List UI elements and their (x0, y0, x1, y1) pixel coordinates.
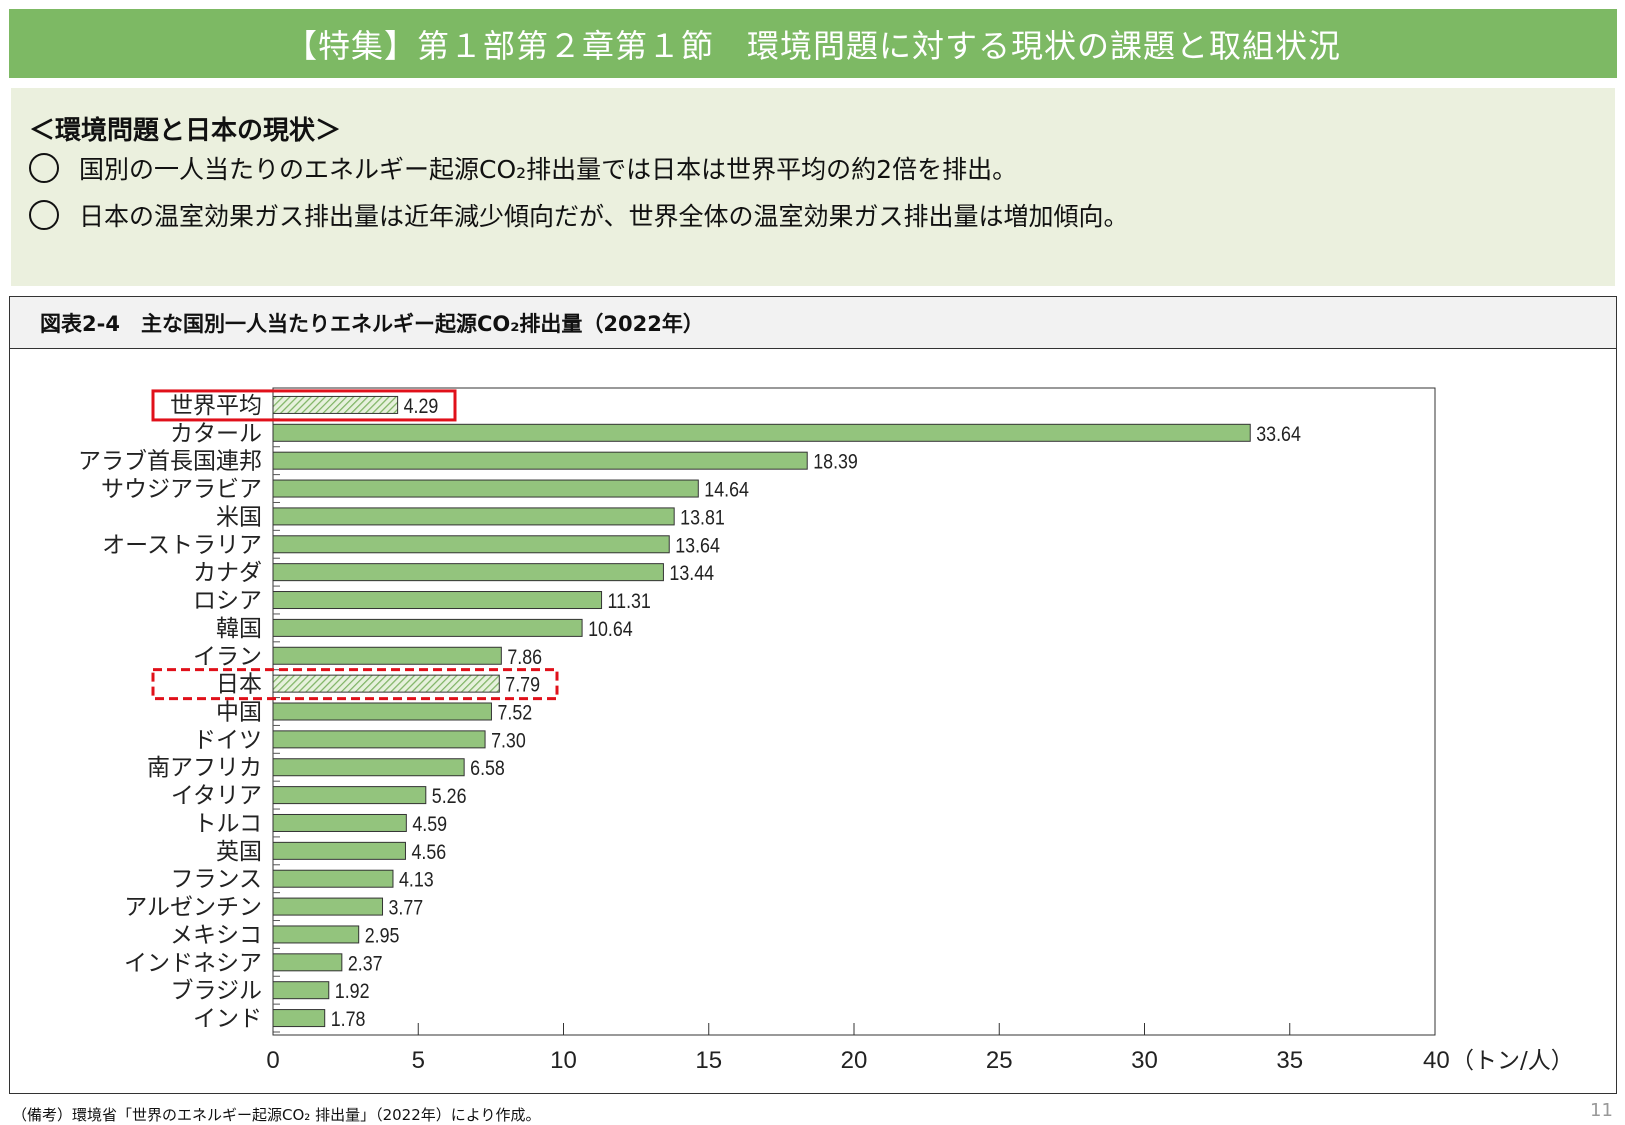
bar-カタール (272, 423, 1251, 442)
category-label: ブラジル (170, 978, 262, 1004)
bar-ブラジル (272, 981, 330, 1000)
highlight-dashed-box (151, 668, 559, 701)
circle-bullet-icon (29, 153, 59, 183)
value-label: 18.39 (813, 450, 858, 474)
value-label: 13.44 (669, 562, 714, 586)
value-label: 4.29 (404, 395, 439, 419)
category-label: 米国 (216, 504, 262, 530)
value-label: 14.64 (704, 478, 749, 502)
category-label: ドイツ (193, 727, 262, 753)
x-tick-label: 30 (1131, 1047, 1158, 1074)
circle-bullet-icon (29, 200, 59, 230)
value-label: 7.52 (497, 701, 532, 725)
summary-bullet: 日本の温室効果ガス排出量は近年減少傾向だが、世界全体の温室効果ガス排出量は増加傾… (29, 197, 1129, 233)
x-tick-label: 5 (412, 1047, 425, 1074)
value-label: 4.56 (411, 841, 446, 865)
chart-box: 図表2-4 主な国別一人当たりエネルギー起源CO₂排出量（2022年） (9, 296, 1617, 1094)
x-tick-label: 40 (1423, 1047, 1450, 1074)
bar-フランス (272, 869, 394, 888)
bar-インドネシア (272, 953, 343, 972)
page-header: 【特集】第１部第２章第１節 環境問題に対する現状の課題と取組状況 (9, 9, 1617, 78)
value-label: 13.64 (675, 534, 720, 558)
category-label: イラン (193, 644, 262, 670)
value-label: 7.86 (507, 645, 542, 669)
bar-日本 (272, 674, 500, 693)
value-label: 2.95 (365, 924, 400, 948)
category-label: イタリア (171, 783, 262, 809)
bar-イタリア (272, 786, 427, 805)
page-number: 11 (1590, 1100, 1613, 1121)
x-tick-label: 0 (266, 1047, 279, 1074)
value-label: 5.26 (432, 785, 467, 809)
value-label: 13.81 (680, 506, 725, 530)
bar-中国 (272, 702, 492, 721)
category-label: 韓国 (216, 616, 262, 642)
x-tick-label: 15 (695, 1047, 722, 1074)
value-label: 3.77 (389, 896, 424, 920)
value-label: 4.59 (412, 813, 447, 837)
bar-ロシア (272, 591, 603, 610)
category-label: カナダ (193, 560, 262, 586)
x-tick-label: 10 (550, 1047, 577, 1074)
bar-オーストラリア (272, 535, 670, 554)
bar-アラブ首長国連邦 (272, 451, 808, 470)
bullet-text: 国別の一人当たりのエネルギー起源CO₂排出量では日本は世界平均の約2倍を排出。 (79, 155, 1018, 184)
bar-ドイツ (272, 730, 486, 749)
bar-韓国 (272, 618, 583, 637)
value-label: 4.13 (399, 868, 434, 892)
x-tick-label: 20 (841, 1047, 868, 1074)
bullet-text: 日本の温室効果ガス排出量は近年減少傾向だが、世界全体の温室効果ガス排出量は増加傾… (79, 202, 1129, 231)
bar-カナダ (272, 563, 664, 582)
value-label: 2.37 (348, 952, 383, 976)
bar-メキシコ (272, 925, 360, 944)
summary-heading: ＜環境問題と日本の現状＞ (29, 116, 342, 146)
category-label: 英国 (216, 839, 262, 865)
category-label: 南アフリカ (147, 755, 262, 781)
category-label: オーストラリア (102, 532, 262, 558)
category-label: インドネシア (124, 950, 262, 976)
x-axis-unit: （トン/人） (1451, 1048, 1574, 1074)
category-label: フランス (170, 867, 262, 893)
category-label: 世界平均 (170, 393, 262, 419)
category-label: サウジアラビア (101, 477, 262, 503)
value-label: 1.78 (331, 1008, 366, 1032)
value-label: 6.58 (470, 757, 505, 781)
bar-南アフリカ (272, 758, 465, 777)
chart-title: 図表2-4 主な国別一人当たりエネルギー起源CO₂排出量（2022年） (10, 297, 1616, 349)
category-label: 中国 (216, 700, 262, 726)
category-label: 日本 (216, 672, 262, 698)
highlight-box (151, 389, 457, 422)
summary-panel: ＜環境問題と日本の現状＞ 国別の一人当たりのエネルギー起源CO₂排出量では日本は… (11, 88, 1615, 286)
bar-イラン (272, 646, 502, 665)
value-label: 7.79 (505, 673, 540, 697)
value-label: 10.64 (588, 618, 633, 642)
category-label: アラブ首長国連邦 (78, 449, 262, 475)
bar-インド (272, 1009, 326, 1028)
bar-英国 (272, 841, 406, 860)
category-label: インド (193, 1006, 262, 1032)
bar-アルゼンチン (272, 897, 384, 916)
category-label: アルゼンチン (124, 895, 262, 921)
bar-世界平均 (272, 395, 399, 414)
bar-トルコ (272, 813, 407, 832)
value-label: 11.31 (608, 590, 651, 614)
category-label: メキシコ (170, 922, 262, 948)
value-label: 1.92 (335, 980, 370, 1004)
value-label: 33.64 (1256, 422, 1301, 446)
x-tick-label: 35 (1276, 1047, 1303, 1074)
bar-サウジアラビア (272, 479, 699, 498)
category-label: トルコ (193, 811, 262, 837)
bar-米国 (272, 507, 675, 526)
x-tick-label: 25 (986, 1047, 1013, 1074)
category-label: カタール (170, 421, 262, 447)
footnote: （備考）環境省「世界のエネルギー起源CO₂ 排出量」（2022年）により作成。 (12, 1106, 541, 1124)
summary-bullet: 国別の一人当たりのエネルギー起源CO₂排出量では日本は世界平均の約2倍を排出。 (29, 150, 1017, 186)
value-label: 7.30 (491, 729, 526, 753)
category-label: ロシア (193, 588, 262, 614)
